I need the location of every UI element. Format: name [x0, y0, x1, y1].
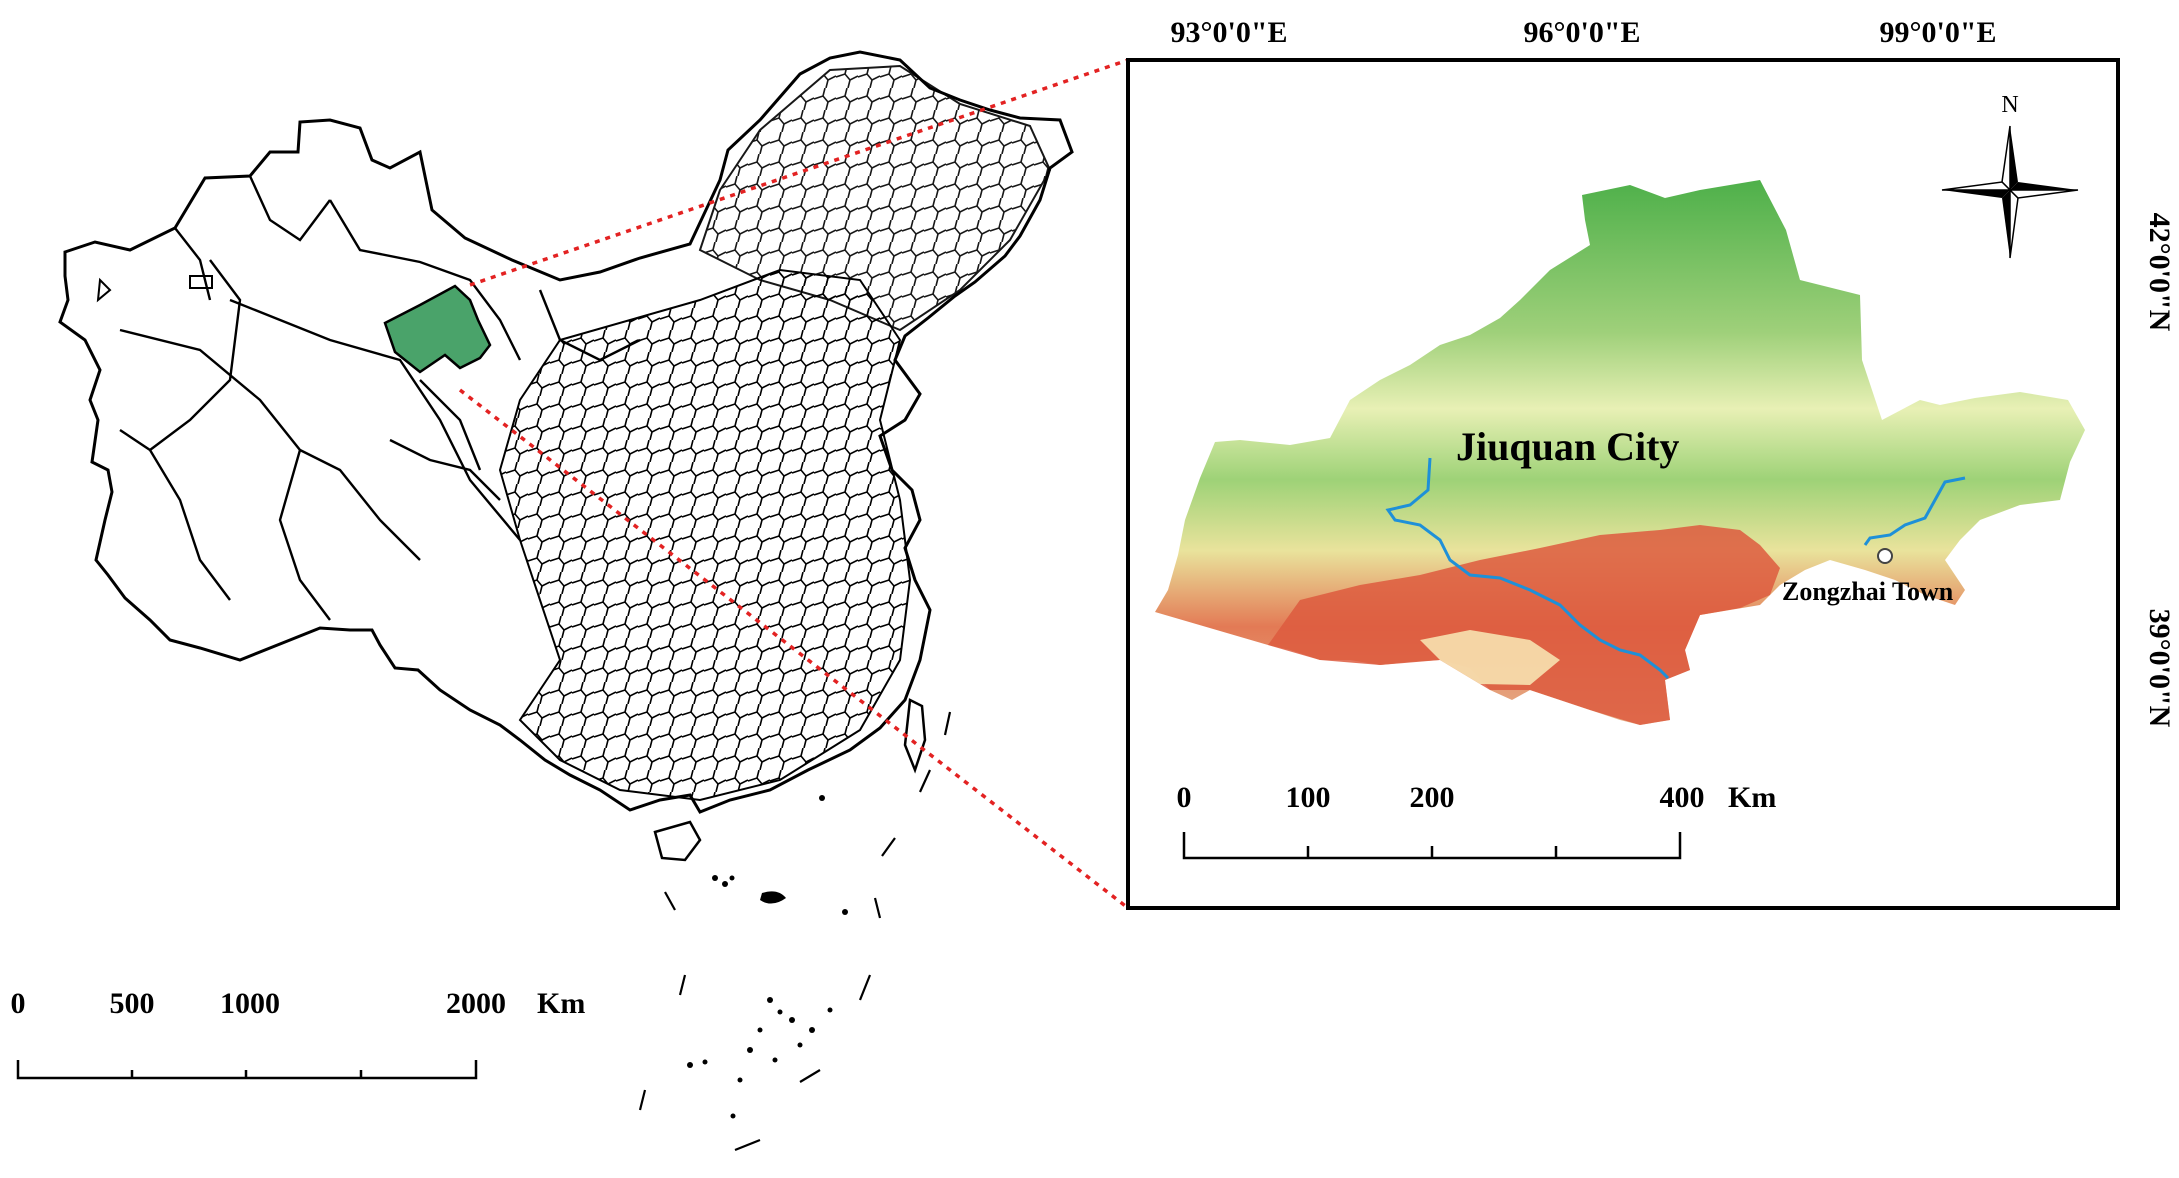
- jiuquan-highlight: [383, 284, 492, 374]
- inset-scale-tick-0: 0: [1177, 781, 1192, 814]
- lake-mark: [96, 277, 112, 303]
- western-boundaries: [119, 175, 641, 621]
- inset-scale-tick-200: 200: [1410, 781, 1455, 814]
- zongzhai-town-marker: [1877, 548, 1893, 564]
- inset-connector-lines: [458, 58, 1130, 910]
- latitude-label-39n: 39°0'0"N: [2143, 609, 2176, 728]
- scale-unit: Km: [537, 987, 585, 1020]
- lake-mark: [189, 275, 213, 289]
- inset-scale-unit: Km: [1728, 781, 1776, 814]
- qilian-mountain-zone: [1268, 525, 1780, 725]
- inset-scale-tick-400: 400: [1660, 781, 1705, 814]
- inset-scale-bar: 0 100 200 400 Km: [1177, 781, 1776, 860]
- longitude-label-96e: 96°0'0"E: [1524, 16, 1641, 49]
- main-scale-bar: 0 500 1000 2000 Km: [11, 987, 585, 1080]
- jiuquan-city-label: Jiuquan City: [1456, 424, 1679, 469]
- prefecture-borders-northeast: [698, 64, 1052, 332]
- north-arrow-icon: [1941, 125, 2079, 259]
- longitude-label-99e: 99°0'0"E: [1880, 16, 1997, 49]
- prefecture-borders-east: [498, 268, 912, 802]
- scale-tick-500: 500: [110, 987, 155, 1020]
- south-china-sea-islands: [687, 795, 848, 1119]
- zongzhai-town-label: Zongzhai Town: [1782, 577, 1954, 606]
- hainan-island: [653, 820, 702, 862]
- inset-map: 93°0'0"E 96°0'0"E 99°0'0"E 42°0'0"N 39°0…: [1126, 16, 2176, 910]
- scale-tick-1000: 1000: [220, 987, 280, 1020]
- scale-tick-2000: 2000: [446, 987, 506, 1020]
- taiwan-island: [903, 698, 927, 774]
- heihe-river: [1863, 476, 1966, 546]
- shule-river: [1385, 457, 1670, 680]
- china-map: [58, 50, 1074, 1152]
- desert-light-zone: [1420, 630, 1560, 685]
- latitude-label-42n: 42°0'0"N: [2143, 213, 2176, 332]
- north-label: N: [2001, 92, 2018, 118]
- south-china-sea-dashes: [638, 711, 952, 1152]
- longitude-label-93e: 93°0'0"E: [1171, 16, 1288, 49]
- inset-scale-tick-100: 100: [1286, 781, 1331, 814]
- scale-tick-0: 0: [11, 987, 26, 1020]
- connector-line-bottom: [458, 388, 1130, 910]
